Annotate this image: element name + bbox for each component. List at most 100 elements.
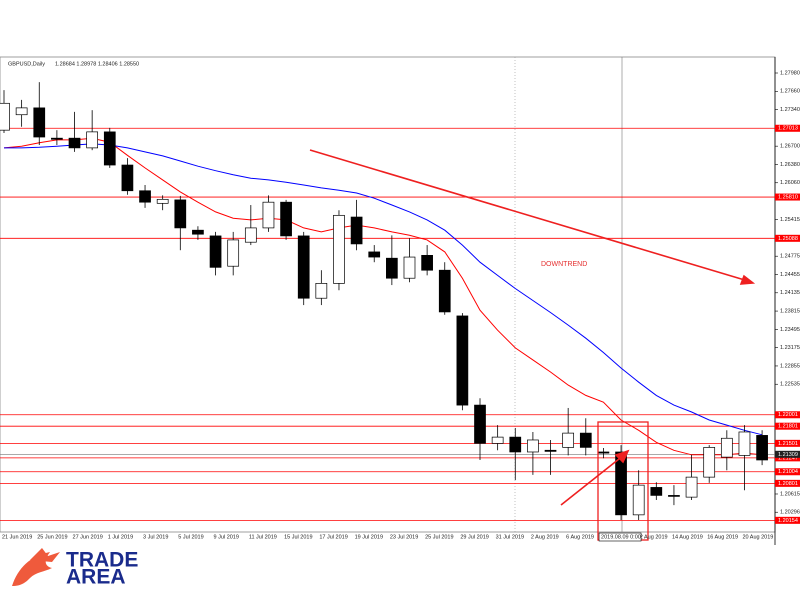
x-tick-label: 12 Aug 2019: [637, 534, 668, 540]
level-label: 1.21004: [778, 469, 798, 475]
logo-text: TRADE: [66, 549, 138, 572]
y-tick-label: 1.26700: [780, 144, 800, 150]
x-tick-label: 16 Aug 2019: [707, 534, 738, 540]
logo-icon: [30, 548, 60, 562]
candle-body: [68, 137, 81, 149]
candle-body: [668, 495, 680, 497]
candle-body: [103, 131, 116, 166]
level-tag: [775, 439, 800, 447]
x-tick-label: 20 Aug 2019: [742, 534, 773, 540]
candle-body: [386, 257, 398, 279]
y-tick-label: 1.24455: [780, 272, 800, 278]
level-label: 1.21501: [778, 441, 798, 447]
y-tick-label: 1.26060: [780, 180, 800, 186]
x-tick-label: 15 Jul 2019: [284, 534, 312, 540]
candle-body: [421, 254, 433, 271]
moving-average: [3, 137, 763, 456]
y-tick-label: 1.27660: [780, 89, 800, 95]
candle-body: [438, 269, 451, 313]
x-tick-label: 29 Jul 2019: [460, 534, 488, 540]
plot-frame: [0, 56, 776, 533]
y-tick-label: 1.20296: [780, 510, 800, 516]
candle-body: [650, 487, 663, 496]
trend-arrow: [309, 149, 749, 282]
candle-body: [685, 476, 698, 498]
level-label: 1.27013: [778, 126, 798, 132]
candle-body: [544, 449, 557, 452]
candle-body: [562, 432, 575, 448]
level-label: 1.21247: [778, 455, 798, 461]
candle-body: [244, 227, 257, 243]
crosshair-label: 2019.08.09 0:00: [601, 534, 641, 540]
candle-body: [209, 235, 222, 268]
candle-body: [474, 404, 486, 444]
level-label: 1.22001: [778, 412, 798, 418]
candle-body: [262, 201, 275, 229]
x-tick-label: 25 Jul 2019: [425, 534, 453, 540]
candle-body: [280, 201, 292, 237]
candle-body: [632, 484, 645, 516]
price-label: 1.21309: [778, 452, 798, 458]
y-tick-label: 1.20615: [780, 491, 800, 497]
candle-body: [156, 198, 169, 204]
candle-body: [227, 239, 240, 267]
level-tag: [775, 422, 800, 430]
y-tick-label: 1.27980: [780, 70, 800, 76]
arrowhead: [614, 449, 630, 464]
level-tag: [775, 193, 800, 201]
candle-body: [720, 437, 733, 458]
level-tag: [775, 411, 800, 419]
level-tag: [775, 234, 800, 242]
candle-body: [579, 432, 592, 448]
y-tick-label: 1.23495: [780, 327, 800, 333]
candle-body: [121, 164, 134, 192]
x-tick-label: 31 Jul 2019: [496, 534, 524, 540]
level-label: 1.25088: [778, 236, 798, 242]
candle-body: [703, 447, 716, 478]
x-tick-label: 21 Jun 2019: [2, 534, 32, 540]
plot-layer: 1.27980 1.27660 1.27340 1.26700 1.26380 1.260…: [0, 70, 800, 524]
candle-body: [456, 315, 469, 406]
level-tag: [775, 468, 800, 476]
candle-body: [491, 436, 504, 444]
candle-body: [15, 107, 28, 116]
level-tag: [775, 479, 800, 487]
x-tick-label: 23 Jul 2019: [390, 534, 418, 540]
candle-body: [738, 431, 751, 456]
candle-body: [192, 229, 204, 235]
level-label: 1.21801: [778, 424, 798, 430]
candle-body: [403, 256, 416, 279]
trend-arrows: [309, 149, 756, 541]
price-tag: [775, 450, 800, 458]
x-tick-label: 19 Jul 2019: [355, 534, 383, 540]
level-label: 1.25810: [778, 194, 798, 200]
y-tick-label: 1.24135: [780, 290, 800, 296]
level-tag: [775, 124, 800, 132]
level-tag: [775, 454, 800, 462]
x-tick-label: 14 Aug 2019: [672, 534, 703, 540]
candle-body: [139, 190, 151, 203]
x-tick-label: 17 Jul 2019: [319, 534, 347, 540]
candle-body: [0, 102, 10, 131]
candle-body: [527, 439, 539, 453]
candle-body: [597, 451, 610, 454]
arrowhead: [739, 274, 756, 285]
candle-body: [86, 131, 99, 149]
x-tick-label: 1 Jul 2019: [108, 534, 133, 540]
y-tick-label: 1.26380: [780, 162, 800, 168]
y-tick-label: 1.27340: [780, 107, 800, 113]
crosshair-tag: [598, 532, 642, 542]
candle-body: [756, 435, 768, 461]
candle-body: [350, 216, 363, 245]
y-tick-label: 1.22535: [780, 382, 800, 388]
level-label: 1.20801: [778, 481, 798, 487]
y-tick-label: 1.22855: [780, 363, 800, 369]
x-tick-label: 27 Jun 2019: [73, 534, 103, 540]
x-tick-label: 3 Jul 2019: [143, 534, 168, 540]
annotation: DOWNTREND: [541, 261, 587, 268]
logo-text: AREA: [66, 566, 126, 589]
y-tick-label: 1.24775: [780, 254, 800, 260]
y-tick-label: 1.25415: [780, 217, 800, 223]
logo: TRADE AREA: [12, 548, 138, 589]
